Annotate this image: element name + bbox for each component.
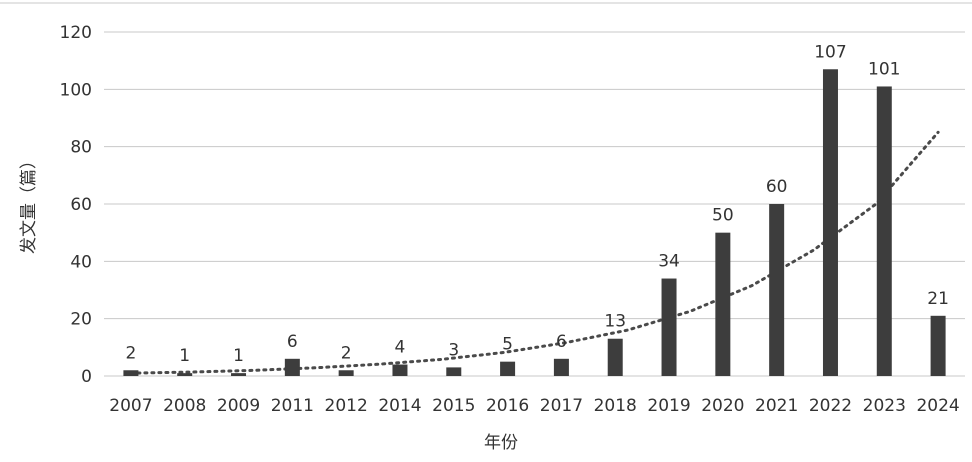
x-tick-label-2008: 2008	[163, 396, 206, 416]
bars	[123, 69, 946, 377]
x-tick-label-2017: 2017	[540, 396, 583, 416]
y-axis-title: 发文量（篇）	[19, 152, 39, 254]
bar-2017	[553, 358, 569, 376]
y-axis-ticks: 0 20 40 60 80 100 120	[60, 23, 92, 387]
bar-2015	[446, 367, 462, 376]
bar-2007	[123, 370, 139, 376]
data-label-2012: 2	[341, 343, 352, 363]
x-axis-title: 年份	[484, 433, 518, 453]
bar-2023	[876, 86, 892, 376]
data-label-2024: 21	[927, 289, 949, 309]
data-label-2014: 4	[395, 338, 406, 358]
data-label-2015: 3	[448, 340, 459, 360]
x-tick-label-2018: 2018	[594, 396, 637, 416]
bar-2016	[500, 361, 516, 376]
y-tick-label: 40	[70, 252, 92, 272]
y-tick-label: 100	[60, 80, 92, 100]
data-label-2018: 13	[604, 312, 626, 332]
trendline	[129, 130, 940, 375]
data-label-2011: 6	[287, 332, 298, 352]
y-tick-label: 0	[81, 367, 92, 387]
bar-2009	[231, 373, 247, 376]
x-tick-label-2014: 2014	[378, 396, 421, 416]
data-label-2019: 34	[658, 252, 680, 272]
x-axis-ticks: 2007 2008 2009 2011 2012 2014 2015 2016 2017 2018…	[109, 396, 959, 416]
x-tick-label-2024: 2024	[916, 396, 959, 416]
x-tick-label-2012: 2012	[325, 396, 368, 416]
x-tick-label-2007: 2007	[109, 396, 152, 416]
x-tick-label-2023: 2023	[863, 396, 906, 416]
data-label-2009: 1	[233, 346, 244, 366]
x-tick-label-2009: 2009	[217, 396, 260, 416]
trendline-layer	[129, 130, 940, 375]
bar-2014	[392, 364, 408, 376]
bar-2019	[661, 278, 677, 376]
x-tick-label-2011: 2011	[271, 396, 314, 416]
x-tick-label-2016: 2016	[486, 396, 529, 416]
bar-2022	[822, 69, 838, 377]
x-tick-label-2021: 2021	[755, 396, 798, 416]
bar-2020	[715, 232, 731, 376]
x-tick-label-2020: 2020	[701, 396, 744, 416]
data-label-2017: 6	[556, 332, 567, 352]
data-label-2007: 2	[125, 343, 136, 363]
data-label-2023: 101	[868, 59, 900, 79]
data-label-2020: 50	[712, 206, 734, 226]
x-tick-label-2022: 2022	[809, 396, 852, 416]
y-tick-label: 80	[70, 138, 92, 158]
data-label-2021: 60	[766, 177, 788, 197]
x-tick-label-2015: 2015	[432, 396, 475, 416]
bar-2012	[338, 370, 354, 376]
data-label-2008: 1	[179, 346, 190, 366]
y-tick-label: 60	[70, 195, 92, 215]
data-label-2022: 107	[814, 42, 846, 62]
bar-2018	[607, 338, 623, 376]
y-tick-label: 20	[70, 310, 92, 330]
bar-2008	[177, 373, 193, 376]
gridlines	[104, 31, 965, 377]
bar-2011	[284, 358, 300, 376]
bar-2024	[930, 315, 946, 376]
y-tick-label: 120	[60, 23, 92, 43]
bar-2021	[769, 204, 785, 376]
x-tick-label-2019: 2019	[647, 396, 690, 416]
data-label-2016: 5	[502, 335, 513, 355]
